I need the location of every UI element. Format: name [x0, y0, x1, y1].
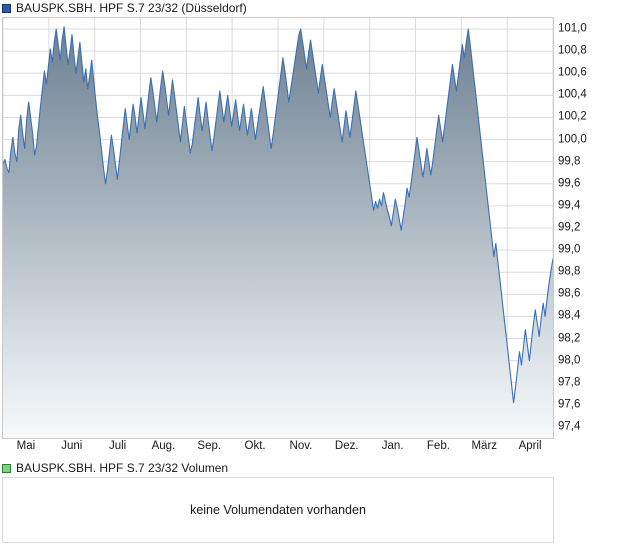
- legend-price-swatch-icon: [2, 3, 11, 13]
- y-axis-tick-label: 98,2: [558, 331, 581, 344]
- y-axis-tick-label: 100,8: [558, 44, 587, 57]
- y-axis-tick-label: 97,4: [558, 420, 581, 433]
- y-axis-tick-label: 100,0: [558, 132, 587, 145]
- y-axis-tick-label: 99,4: [558, 199, 581, 212]
- x-axis-tick-label: Juni: [61, 440, 83, 452]
- y-axis-tick-label: 99,2: [558, 221, 581, 234]
- price-chart-panel: [2, 17, 554, 439]
- y-axis-tick-label: 98,8: [558, 265, 581, 278]
- y-axis-tick-label: 101,0: [558, 22, 587, 35]
- volume-chart-panel: keine Volumendaten vorhanden: [2, 477, 554, 543]
- x-axis-labels: Mai Juni Juli Aug. Sep. Okt. Nov. Dez. Jan. Feb. M…: [2, 440, 554, 457]
- y-axis-tick-label: 98,0: [558, 353, 581, 366]
- y-axis-tick-label: 97,8: [558, 375, 581, 388]
- volume-empty-message: keine Volumendaten vorhanden: [190, 503, 366, 517]
- x-axis-tick-label: Feb.: [426, 440, 450, 452]
- legend-volume-swatch-icon: [2, 463, 11, 473]
- y-axis-tick-label: 99,8: [558, 154, 581, 167]
- y-axis-tick-label: 99,6: [558, 177, 581, 190]
- x-axis-tick-label: April: [518, 440, 542, 452]
- y-axis-tick-label: 97,6: [558, 398, 581, 411]
- legend-volume-series: BAUSPK.SBH. HPF S.7 23/32 Volumen: [2, 462, 228, 474]
- x-axis-tick-label: Juli: [108, 440, 127, 452]
- price-line: [3, 26, 553, 404]
- x-axis-tick-label: März: [471, 440, 498, 452]
- x-axis-tick-label: Dez.: [334, 440, 359, 452]
- y-axis-tick-label: 98,4: [558, 309, 581, 322]
- x-axis-tick-label: Jan.: [381, 440, 404, 452]
- x-axis-tick-label: Sep.: [197, 440, 222, 452]
- price-area-fill: [3, 26, 553, 438]
- x-axis-tick-label: Aug.: [151, 440, 176, 452]
- y-axis-tick-label: 100,6: [558, 66, 587, 79]
- price-plot-svg: [3, 18, 553, 438]
- y-axis-tick-label: 99,0: [558, 243, 581, 256]
- x-axis-tick-label: Okt.: [244, 440, 266, 452]
- y-axis-labels: 101,0 100,8 100,6 100,4 100,2 100,0 99,8 99,6 99…: [558, 17, 618, 439]
- legend-price-label: BAUSPK.SBH. HPF S.7 23/32 (Düsseldorf): [16, 1, 247, 15]
- x-axis-tick-label: Nov.: [289, 440, 313, 452]
- legend-price-series: BAUSPK.SBH. HPF S.7 23/32 (Düsseldorf): [2, 2, 247, 14]
- x-axis-tick-label: Mai: [16, 440, 36, 452]
- legend-volume-label: BAUSPK.SBH. HPF S.7 23/32 Volumen: [16, 461, 229, 475]
- y-axis-tick-label: 100,2: [558, 110, 587, 123]
- y-axis-tick-label: 100,4: [558, 88, 587, 101]
- y-axis-tick-label: 98,6: [558, 287, 581, 300]
- price-plot-area: [3, 18, 553, 438]
